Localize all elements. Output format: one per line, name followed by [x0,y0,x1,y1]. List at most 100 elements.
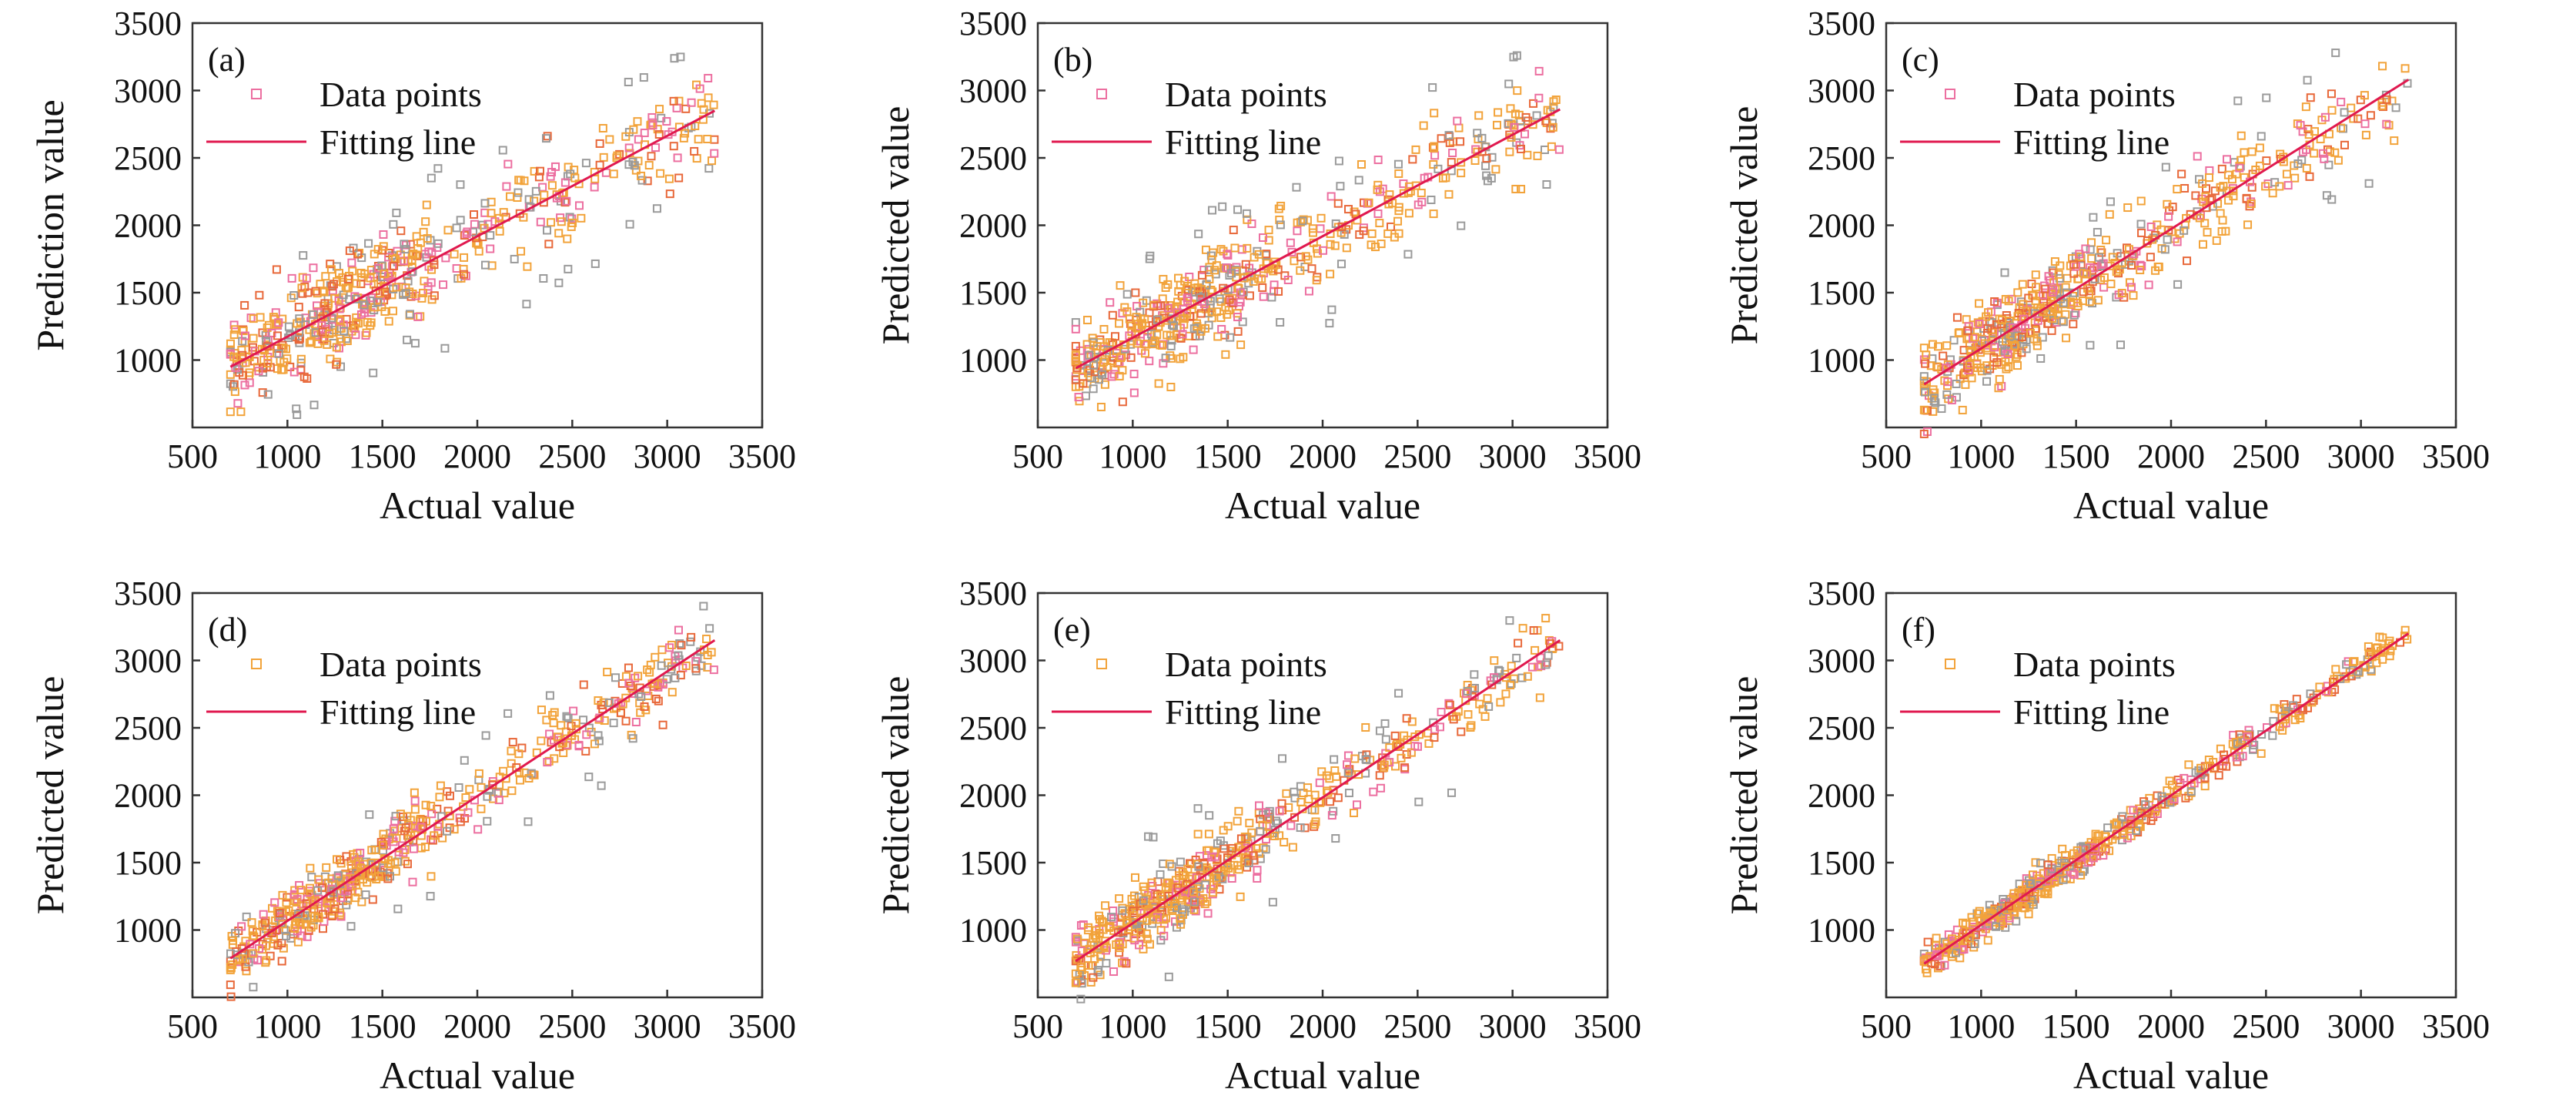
data-point [2212,236,2221,245]
data-point [2059,317,2068,327]
data-point [2019,300,2028,309]
data-point [2293,159,2303,169]
data-point [306,923,316,932]
x-tick-label: 1000 [1947,437,2015,475]
data-point [1205,811,1214,820]
data-point [1974,909,1983,918]
data-point [2214,771,2223,780]
data-point [1072,934,1082,943]
data-point [1204,830,1213,839]
data-point [1317,767,1326,776]
data-point [1375,219,1384,228]
data-point [1101,901,1110,910]
data-point [1386,222,1395,231]
data-point [361,890,370,900]
data-point [1156,870,1165,879]
data-point [2069,849,2079,858]
data-point [570,173,580,183]
data-point [2246,199,2256,209]
data-point [599,152,608,162]
data-point [1185,273,1194,282]
data-point [1483,694,1492,703]
data-point [546,172,555,181]
data-point [2333,156,2343,165]
data-point [524,817,533,826]
data-point [1947,395,1956,404]
data-point [1963,326,1972,335]
data-point [1361,722,1370,732]
data-point [226,980,235,990]
data-point [2386,646,2395,655]
data-point [2093,296,2103,305]
data-point [530,166,539,176]
data-point [1494,108,1503,117]
data-point [2372,659,2381,668]
data-point [1145,940,1154,949]
data-point [2327,195,2337,204]
data-point [1333,793,1343,803]
data-point [334,344,343,353]
x-tick-label: 500 [1861,437,1912,475]
data-point [1447,788,1457,797]
legend-line-label: Fitting line [2013,692,2170,732]
data-point [2360,119,2370,129]
data-point [502,182,511,191]
data-point [1316,224,1325,233]
data-point [639,73,648,82]
data-point [692,154,701,163]
data-point [1507,662,1516,671]
data-point [2283,181,2293,190]
data-point [314,913,323,923]
data-point [1118,309,1127,318]
data-point [1153,913,1162,922]
data-point [2050,878,2059,887]
data-point [1233,313,1243,322]
data-point [1430,142,1439,151]
data-point [430,831,439,840]
data-point [1115,943,1124,953]
data-point [284,906,293,915]
data-point [569,706,578,716]
data-point [1099,324,1109,333]
data-point [1254,250,1263,259]
data-point [495,226,504,236]
x-tick-label: 2000 [2137,1007,2205,1045]
data-point [2022,344,2031,354]
data-point [296,354,306,364]
data-point [1301,252,1310,261]
data-point [396,226,406,236]
data-point [273,344,282,353]
data-point [263,323,272,332]
y-axis-title: Predicted value [874,676,917,915]
data-point [494,213,503,223]
data-point [1967,374,1976,383]
data-point [1921,387,1930,397]
data-point [1156,936,1166,945]
data-point [1082,316,1092,325]
panel-label: (b) [1053,41,1092,79]
data-point [1342,243,1351,253]
data-point [364,239,373,248]
chart-panel: 500 1000 1500 2000 2500 3000 3500 1000 1500 2000 2… [1722,575,2490,1097]
data-point [1982,377,1992,386]
data-point [1932,362,1942,371]
x-tick-label: 1000 [253,437,321,475]
data-point [1236,892,1245,901]
data-point [2069,320,2078,329]
data-point [1919,344,1929,353]
data-point [691,122,700,131]
data-point [473,825,483,834]
data-point [1367,229,1377,238]
legend-point-marker [1096,659,1107,669]
data-point [1376,783,1385,793]
data-point [704,93,713,102]
x-tick-label: 1500 [1194,1007,1262,1045]
data-point [465,785,474,794]
data-point [1176,333,1186,343]
data-point [1541,660,1551,669]
data-point [1523,672,1532,681]
data-point [1129,370,1139,379]
data-point [1244,858,1253,867]
data-point [1092,342,1102,351]
data-point [352,279,361,288]
